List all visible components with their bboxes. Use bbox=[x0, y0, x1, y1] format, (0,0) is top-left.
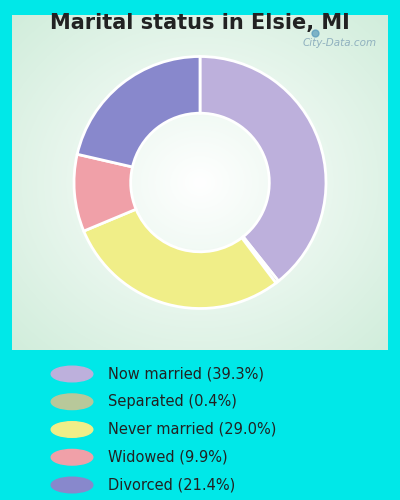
Text: City-Data.com: City-Data.com bbox=[302, 38, 377, 48]
Circle shape bbox=[51, 422, 93, 438]
Wedge shape bbox=[74, 154, 136, 231]
Text: Divorced (21.4%): Divorced (21.4%) bbox=[108, 478, 235, 492]
Text: Never married (29.0%): Never married (29.0%) bbox=[108, 422, 276, 437]
Wedge shape bbox=[84, 209, 276, 308]
Circle shape bbox=[51, 477, 93, 493]
Circle shape bbox=[51, 394, 93, 409]
Wedge shape bbox=[200, 56, 326, 281]
Text: Widowed (9.9%): Widowed (9.9%) bbox=[108, 450, 228, 465]
Text: Now married (39.3%): Now married (39.3%) bbox=[108, 366, 264, 382]
Text: Separated (0.4%): Separated (0.4%) bbox=[108, 394, 237, 409]
Text: Marital status in Elsie, MI: Marital status in Elsie, MI bbox=[50, 12, 350, 32]
Wedge shape bbox=[77, 56, 200, 167]
Wedge shape bbox=[242, 236, 278, 283]
Circle shape bbox=[51, 450, 93, 465]
Circle shape bbox=[51, 366, 93, 382]
